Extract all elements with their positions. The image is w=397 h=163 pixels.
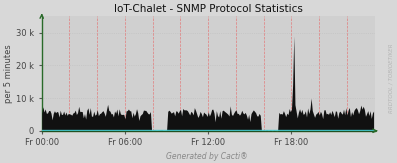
Text: RRDTOOL / TOBIOETIKER: RRDTOOL / TOBIOETIKER — [389, 43, 393, 113]
Y-axis label: per 5 minutes: per 5 minutes — [4, 44, 13, 103]
Text: Generated by Cacti®: Generated by Cacti® — [166, 152, 247, 161]
Title: IoT-Chalet - SNMP Protocol Statistics: IoT-Chalet - SNMP Protocol Statistics — [114, 4, 303, 14]
